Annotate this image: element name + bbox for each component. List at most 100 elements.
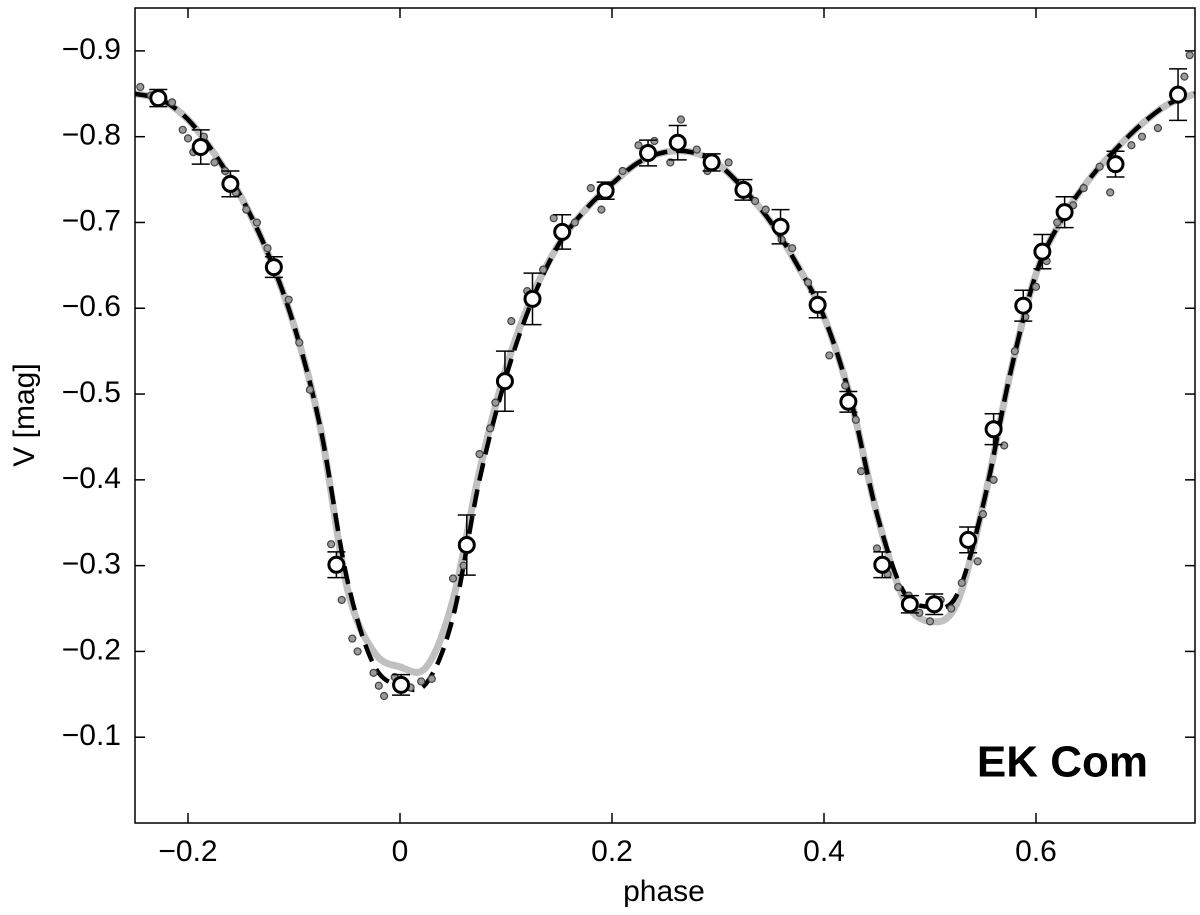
data-point	[989, 475, 998, 484]
data-point	[724, 158, 733, 167]
binned-point	[900, 595, 919, 614]
data-point	[327, 540, 336, 549]
data-point	[178, 125, 187, 134]
data-point	[284, 295, 293, 304]
binned-point	[495, 372, 514, 391]
data-point	[803, 278, 813, 287]
data-point	[1185, 51, 1194, 60]
data-point	[380, 691, 389, 701]
y-tick-label: −0.6	[62, 290, 121, 323]
y-axis-label: V [mag]	[8, 363, 41, 466]
data-point	[1095, 162, 1104, 171]
data-point	[761, 205, 770, 214]
binned-point	[553, 222, 572, 241]
binned-point	[523, 289, 542, 308]
binned-point	[1169, 85, 1188, 104]
binned-point	[1055, 203, 1074, 222]
data-point	[295, 338, 304, 347]
data-point	[491, 398, 500, 407]
data-point	[353, 647, 362, 656]
model-line	[135, 90, 1195, 676]
data-point	[978, 510, 988, 519]
data-point	[1053, 218, 1062, 227]
binned-point	[925, 595, 944, 614]
binned-point	[264, 258, 283, 277]
y-tick-label: −0.2	[62, 633, 121, 666]
y-tick-label: −0.7	[62, 204, 121, 237]
data-point	[1031, 282, 1041, 291]
data-point	[549, 214, 558, 223]
binned-point	[771, 217, 790, 236]
binned-point	[457, 536, 476, 555]
data-point	[692, 145, 701, 154]
data-point	[210, 158, 219, 167]
data-point	[1106, 188, 1115, 197]
y-tick-label: −0.8	[62, 119, 121, 152]
binned-point	[191, 137, 210, 156]
data-point	[666, 158, 675, 167]
data-point	[348, 634, 357, 643]
data-point	[1137, 132, 1147, 141]
binned-point	[1106, 155, 1125, 174]
data-point	[417, 677, 426, 686]
data-point	[374, 681, 383, 690]
x-tick-label: −0.2	[158, 835, 217, 868]
binned-point	[702, 153, 721, 172]
y-tick-label: −0.4	[62, 462, 121, 495]
x-axis-label: phase	[623, 875, 705, 908]
binned-point	[808, 295, 827, 314]
data-point	[634, 141, 643, 150]
binned-point	[596, 181, 615, 200]
data-point	[597, 205, 606, 214]
data-point	[369, 668, 378, 677]
data-point	[183, 134, 193, 143]
data-point	[475, 450, 484, 459]
binned-point	[149, 89, 168, 108]
binned-point	[221, 174, 240, 193]
data-point	[1000, 441, 1009, 450]
binned-point	[873, 555, 892, 574]
binned-point	[839, 392, 858, 411]
data-point	[947, 604, 956, 613]
data-point	[263, 244, 272, 253]
data-point	[1010, 347, 1019, 356]
binned-point	[639, 143, 658, 162]
data-point	[252, 218, 261, 227]
data-point	[788, 244, 797, 253]
binned-point	[1033, 242, 1052, 261]
data-point	[750, 196, 760, 206]
binned-point	[959, 530, 978, 549]
data-point	[1127, 141, 1136, 150]
binned-point	[327, 555, 346, 574]
x-tick-label: 0.4	[803, 835, 845, 868]
data-point	[1079, 184, 1088, 193]
y-tick-label: −0.9	[62, 33, 121, 66]
x-tick-label: 0	[392, 835, 409, 868]
y-tick-label: −0.1	[62, 719, 121, 752]
model-dashed	[135, 91, 1195, 693]
binned-point	[668, 133, 687, 152]
data-point	[486, 424, 495, 433]
data-point	[242, 205, 251, 214]
data-point	[136, 82, 145, 92]
annotation: EK Com	[977, 738, 1148, 787]
data-point	[851, 415, 860, 424]
data-point	[925, 617, 935, 626]
data-point	[507, 317, 516, 326]
data-point	[777, 235, 786, 244]
data-point	[538, 265, 548, 274]
data-point	[957, 578, 966, 587]
data-point	[676, 115, 686, 124]
binned-point	[734, 180, 753, 199]
y-tick-label: −0.3	[62, 548, 121, 581]
binned-point	[392, 675, 411, 694]
data-point	[894, 582, 903, 592]
data-point	[872, 544, 882, 553]
data-point	[168, 98, 177, 107]
plot-frame	[134, 7, 1196, 824]
data-point	[856, 467, 866, 476]
data-point	[305, 385, 314, 394]
data-point	[570, 218, 580, 227]
binned-point	[1014, 296, 1033, 315]
data-point	[618, 166, 627, 176]
